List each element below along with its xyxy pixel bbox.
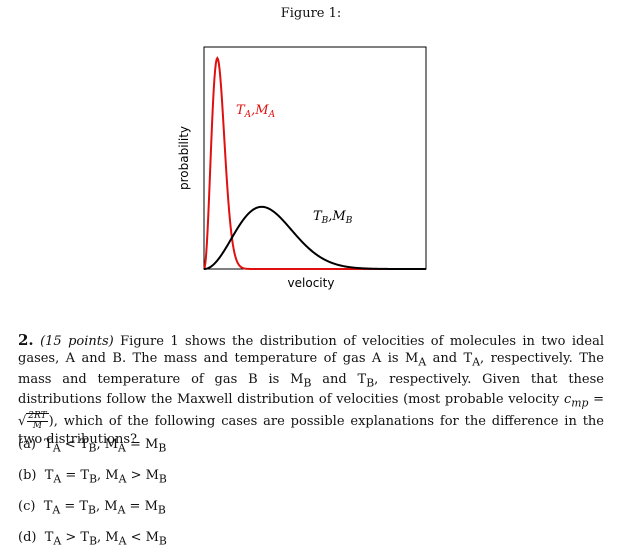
option-s1: A (52, 441, 61, 455)
figure-caption: Figure 1: (280, 6, 342, 21)
option-label: (b) (18, 468, 37, 483)
velocity-distribution-chart: velocity probability TA,MA TB,MB (177, 46, 427, 290)
series-label-a-sub2: A (268, 110, 276, 120)
option-mid: , M (97, 530, 119, 545)
option-d: (d) TA > TB, MA < MB (18, 522, 167, 553)
option-t1: T (44, 437, 53, 452)
equals-sign: = (588, 392, 605, 408)
option-rel2: < M (126, 530, 159, 545)
option-s4: B (158, 534, 167, 548)
cmp-sub: mp (571, 396, 589, 410)
series-layer (203, 56, 426, 270)
option-label: (c) (18, 499, 36, 514)
option-a: (a) TA < TB, MA = MB (18, 429, 167, 460)
option-rel2: = M (125, 499, 158, 514)
option-s3: A (117, 503, 126, 517)
fraction: 2RT M (27, 410, 48, 431)
option-s1: A (53, 534, 62, 548)
sub-ma: A (418, 355, 427, 369)
option-s2: B (88, 503, 96, 517)
question-text-4: and T (311, 371, 367, 387)
option-s3: A (118, 534, 127, 548)
x-axis-label: velocity (288, 276, 335, 290)
option-s1: A (53, 472, 62, 486)
option-rel1: < T (60, 437, 89, 452)
sub-tb: B (366, 376, 375, 390)
series-label-b: TB,MB (313, 209, 353, 226)
option-label: (d) (18, 530, 37, 545)
option-s4: B (158, 441, 167, 455)
sqrt-expression: √ 2RT M (18, 410, 49, 431)
fraction-numerator: 2RT (27, 410, 48, 422)
answer-options: (a) TA < TB, MA = MB (b) TA = TB, MA > M… (18, 429, 167, 553)
option-c: (c) TA = TB, MA = MB (18, 491, 167, 522)
series-label-a: TA,MA (236, 103, 276, 120)
series-label-a-t: T (236, 103, 246, 118)
series-label-b-sub2: B (345, 216, 353, 226)
question-text-6: ), which of the following cases are poss… (18, 413, 604, 447)
option-s4: B (158, 472, 167, 486)
sub-mb: B (303, 376, 312, 390)
option-mid: , M (96, 437, 119, 452)
y-axis-label: probability (177, 126, 191, 190)
series-label-b-m: ,M (328, 209, 346, 224)
option-label: (a) (18, 437, 36, 452)
option-t1: T (44, 468, 54, 483)
option-s2: B (88, 441, 97, 455)
series-label-a-m: ,M (251, 103, 269, 118)
option-s3: A (118, 472, 127, 486)
option-s2: B (89, 534, 98, 548)
option-t1: T (43, 499, 53, 514)
option-rel2: = M (125, 437, 159, 452)
plot-frame (203, 46, 427, 270)
sub-ta: A (472, 355, 481, 369)
series-label-b-t: T (313, 209, 323, 224)
radicand: 2RT M (26, 410, 49, 431)
question-points: (15 points) (40, 334, 114, 349)
question-text-5: , respectively. Given that these distrib… (18, 371, 604, 408)
option-t1: T (44, 530, 54, 545)
fraction-denominator: M (32, 420, 43, 431)
question-text-3: , respectively. The mass and temperature… (18, 351, 604, 387)
series-line-a (203, 56, 426, 270)
option-mid: , M (96, 499, 118, 514)
question-2: 2. (15 points) Figure 1 shows the distri… (18, 332, 604, 448)
question-number: 2. (18, 331, 34, 349)
question-text-2: and T (426, 351, 473, 366)
option-rel2: > M (126, 468, 159, 483)
option-b: (b) TA = TB, MA > MB (18, 460, 167, 491)
question-text-1: Figure 1 shows the distribution of veloc… (18, 334, 604, 366)
option-rel1: = T (60, 499, 89, 514)
series-label-b-sub1: B (321, 216, 329, 226)
option-s4: B (157, 503, 166, 517)
option-s1: A (52, 503, 61, 517)
option-rel1: = T (61, 468, 90, 483)
series-line-b (203, 205, 426, 270)
option-s2: B (89, 472, 98, 486)
option-s3: A (118, 441, 126, 455)
series-label-a-sub1: A (244, 110, 252, 120)
option-rel1: > T (61, 530, 90, 545)
option-mid: , M (97, 468, 119, 483)
cmp-symbol: c (563, 392, 572, 408)
